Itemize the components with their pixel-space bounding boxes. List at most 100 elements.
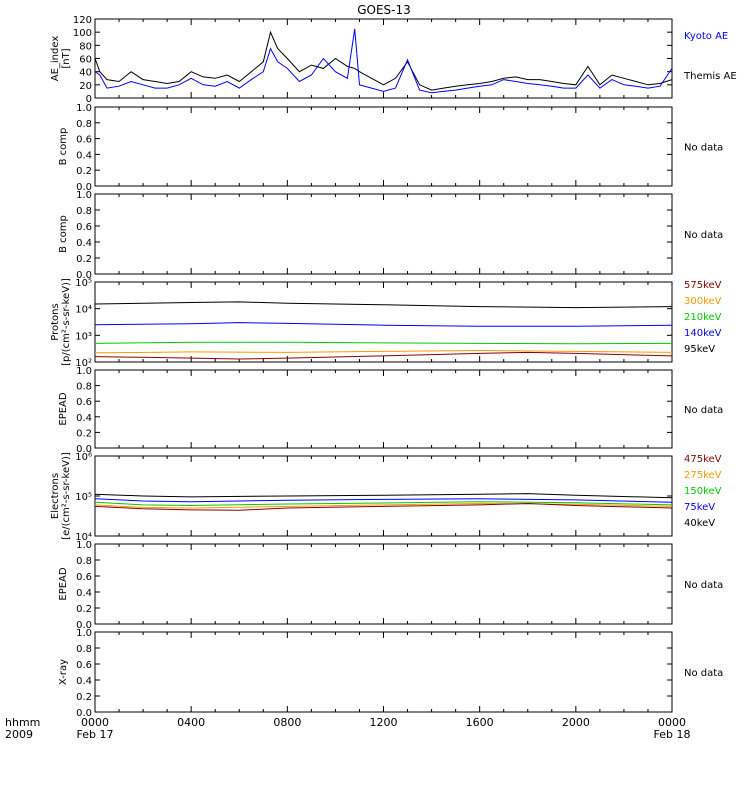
y-axis-label: B comp — [58, 215, 69, 253]
panel-frame — [94, 543, 673, 625]
y-tick-label: 0.4 — [76, 150, 92, 161]
panel-frame — [94, 106, 673, 187]
y-tick-label: 1.0 — [76, 103, 92, 114]
y-axis-label: Protons — [50, 303, 61, 340]
y-tick-label: 0.0 — [76, 270, 92, 281]
time-tick-label: 2000 — [562, 716, 590, 729]
legend-entry: 75keV — [684, 502, 715, 513]
legend-entry: 210keV — [684, 312, 722, 323]
y-tick-label: 0.2 — [76, 428, 92, 439]
y-tick-label: 0.6 — [76, 222, 92, 233]
legend-entry: 95keV — [684, 344, 715, 355]
y-axis-label: EPEAD — [58, 392, 69, 426]
time-tick-date: Feb 17 — [77, 728, 114, 741]
time-tick-label: 0000 — [81, 716, 109, 729]
time-tick-label: 0400 — [177, 716, 205, 729]
y-tick-label: 0.8 — [76, 119, 92, 130]
y-tick-label: 40 — [79, 68, 92, 79]
panel-ae: 0 20 40 60 80 100 120 AE_index [nT] Kyoto AE Themi… — [50, 15, 737, 105]
y-tick-label: 10³ — [75, 331, 92, 342]
y-axis-label: [p/(cm²-s-sr-keV)] — [61, 278, 72, 366]
y-tick-label: 10⁵ — [75, 278, 92, 289]
no-data-label: No data — [684, 668, 723, 679]
y-tick-label: 0.2 — [76, 166, 92, 177]
no-data-label: No data — [684, 405, 723, 416]
y-axis-label: [nT] — [61, 48, 72, 68]
figure-title: GOES-13 — [357, 3, 411, 17]
series-line-kyoto-ae — [94, 28, 673, 94]
no-data-label: No data — [684, 580, 723, 591]
panel-frame — [94, 631, 673, 713]
series-line-210kev — [94, 341, 673, 345]
y-tick-label: 1.0 — [76, 628, 92, 639]
no-data-label: No data — [684, 143, 723, 154]
legend-entry: 140keV — [684, 328, 722, 339]
legend-entry: 475keV — [684, 454, 722, 465]
series-line-300kev — [94, 349, 673, 354]
y-tick-label: 0.2 — [76, 692, 92, 703]
y-tick-label: 10⁶ — [75, 452, 92, 463]
legend-entry: 275keV — [684, 470, 722, 481]
y-tick-label: 0.4 — [76, 588, 92, 599]
panel-frame — [94, 369, 673, 449]
series-line-140kev — [94, 322, 673, 327]
y-tick-label: 80 — [79, 41, 92, 52]
series-line-themis-ae — [94, 30, 673, 91]
y-tick-label: 0.6 — [76, 572, 92, 583]
panel-frame — [94, 281, 673, 363]
y-tick-label: 0.8 — [76, 206, 92, 217]
y-tick-label: 10⁵ — [75, 492, 92, 503]
y-tick-label: 0.6 — [76, 135, 92, 146]
panel-bcomp2: 0.0 0.2 0.4 0.6 0.8 1.0 B comp No data — [58, 190, 723, 281]
legend-entry: 40keV — [684, 518, 715, 529]
y-tick-label: 1.0 — [76, 366, 92, 377]
no-data-label: No data — [684, 230, 723, 241]
legend-entry: 150keV — [684, 486, 722, 497]
y-tick-label: 0.4 — [76, 676, 92, 687]
y-tick-label: 0.8 — [76, 382, 92, 393]
y-tick-label: 10² — [75, 358, 92, 369]
panel-frame — [94, 18, 673, 99]
y-tick-label: 20 — [79, 81, 92, 92]
series-line-150kev — [94, 501, 673, 507]
y-axis-label: X-ray — [58, 659, 69, 685]
y-tick-label: 100 — [73, 28, 92, 39]
y-tick-label: 1.0 — [76, 540, 92, 551]
panel-protons: 10² 10³ 10⁴ 10⁵ Protons [p/(cm²-s-sr-keV)] 575… — [50, 278, 722, 369]
y-tick-label: 10⁴ — [75, 305, 92, 316]
legend-entry: Kyoto AE — [684, 31, 728, 42]
series-line-95kev — [94, 301, 673, 309]
y-axis-label: B comp — [58, 128, 69, 166]
y-tick-label: 0.0 — [76, 444, 92, 455]
y-tick-label: 1.0 — [76, 190, 92, 201]
y-tick-label: 0.6 — [76, 660, 92, 671]
time-tick-date: Feb 18 — [654, 728, 691, 741]
series-line-275kev — [94, 502, 673, 509]
time-tick-label: 0800 — [273, 716, 301, 729]
y-tick-label: 0.0 — [76, 182, 92, 193]
panel-xray: 0.0 0.2 0.4 0.6 0.8 1.0 X-ray No data — [58, 628, 723, 719]
time-tick-label: 0000 — [658, 716, 686, 729]
y-tick-label: 0.8 — [76, 644, 92, 655]
panel-epead2: 0.0 0.2 0.4 0.6 0.8 1.0 EPEAD No data — [58, 540, 723, 631]
y-tick-label: 0.0 — [76, 620, 92, 631]
y-tick-label: 0.6 — [76, 397, 92, 408]
y-axis-label: EPEAD — [58, 567, 69, 601]
time-axis-row2-label: 2009 — [5, 728, 33, 741]
y-axis-label: [e/(cm²-s-sr-keV)] — [61, 452, 72, 540]
y-axis-label: AE_index — [50, 36, 61, 82]
panel-frame — [94, 455, 673, 537]
series-line-75kev — [94, 498, 673, 503]
time-tick-label: 1600 — [466, 716, 494, 729]
panel-frame — [94, 193, 673, 275]
y-tick-label: 0.0 — [76, 708, 92, 719]
panel-bcomp1: 0.0 0.2 0.4 0.6 0.8 1.0 B comp No data — [58, 103, 723, 193]
y-axis-label: Electrons — [50, 473, 61, 519]
legend-entry: 575keV — [684, 280, 722, 291]
panel-electrons: 10⁴ 10⁵ 10⁶ Electrons [e/(cm²-s-sr-keV)] 475k… — [50, 452, 722, 543]
y-tick-label: 60 — [79, 55, 92, 66]
y-tick-label: 10⁴ — [75, 532, 92, 543]
panels: 0 20 40 60 80 100 120 AE_index [nT] Kyoto AE Themi… — [50, 15, 737, 719]
